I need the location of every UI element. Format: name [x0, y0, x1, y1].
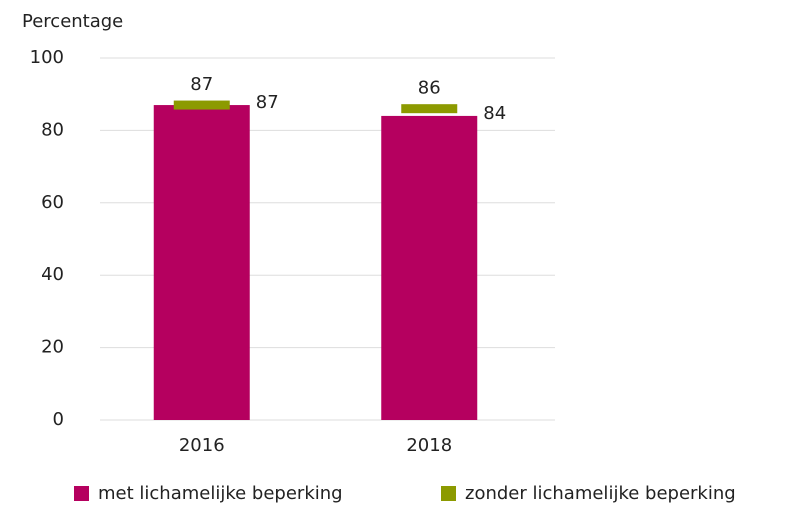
y-tick-label: 80 [41, 119, 64, 140]
y-tick-label: 100 [30, 47, 64, 68]
legend-swatch [74, 486, 89, 501]
data-label: 86 [418, 78, 441, 99]
data-label: 84 [483, 103, 506, 124]
y-tick-label: 60 [41, 192, 64, 213]
y-axis-label: Percentage [22, 11, 123, 32]
marker [401, 104, 458, 114]
x-tick-label: 2016 [179, 435, 225, 456]
legend-swatch [441, 486, 456, 501]
x-tick-label: 2018 [406, 435, 452, 456]
data-label: 87 [190, 74, 213, 95]
legend-label: zonder lichamelijke beperking [465, 483, 736, 504]
bar [381, 115, 478, 421]
marker [173, 100, 230, 110]
legend-label: met lichamelijke beperking [98, 483, 343, 504]
data-label: 87 [256, 92, 279, 113]
y-tick-label: 0 [53, 409, 64, 430]
bar [153, 105, 250, 420]
y-tick-label: 40 [41, 264, 64, 285]
y-tick-label: 20 [41, 337, 64, 358]
